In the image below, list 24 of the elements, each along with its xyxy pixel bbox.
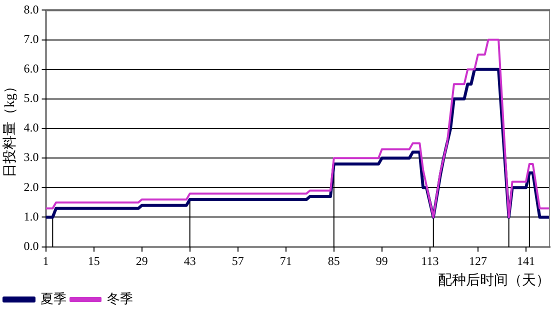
x-tick-label: 1 <box>42 254 49 268</box>
y-tick-label: 8.0 <box>24 2 39 16</box>
y-tick-label: 5.0 <box>24 91 39 106</box>
y-axis-title: 日投料量（kg） <box>2 80 18 178</box>
legend-label: 冬季 <box>107 290 133 306</box>
x-tick-label: 85 <box>328 254 340 268</box>
x-axis-title: 配种后时间（天） <box>438 272 550 288</box>
y-tick-label: 4.0 <box>24 120 39 135</box>
x-tick-label: 15 <box>88 254 100 268</box>
x-tick-label: 99 <box>376 254 388 268</box>
x-tick-label: 71 <box>280 254 292 268</box>
y-tick-label: 2.0 <box>24 180 39 194</box>
x-tick-label: 43 <box>184 254 196 268</box>
y-tick-label: 7.0 <box>24 32 39 46</box>
y-tick-label: 3.0 <box>24 150 39 164</box>
y-tick-label: 6.0 <box>24 62 39 76</box>
y-tick-label: 0.0 <box>24 238 39 253</box>
x-tick-label: 29 <box>136 254 148 268</box>
legend-label: 夏季 <box>40 290 66 306</box>
x-tick-label: 141 <box>516 254 535 268</box>
x-tick-label: 127 <box>468 254 487 268</box>
x-tick-label: 57 <box>232 254 244 268</box>
x-tick-label: 113 <box>421 254 439 268</box>
y-tick-label: 1.0 <box>24 209 39 224</box>
